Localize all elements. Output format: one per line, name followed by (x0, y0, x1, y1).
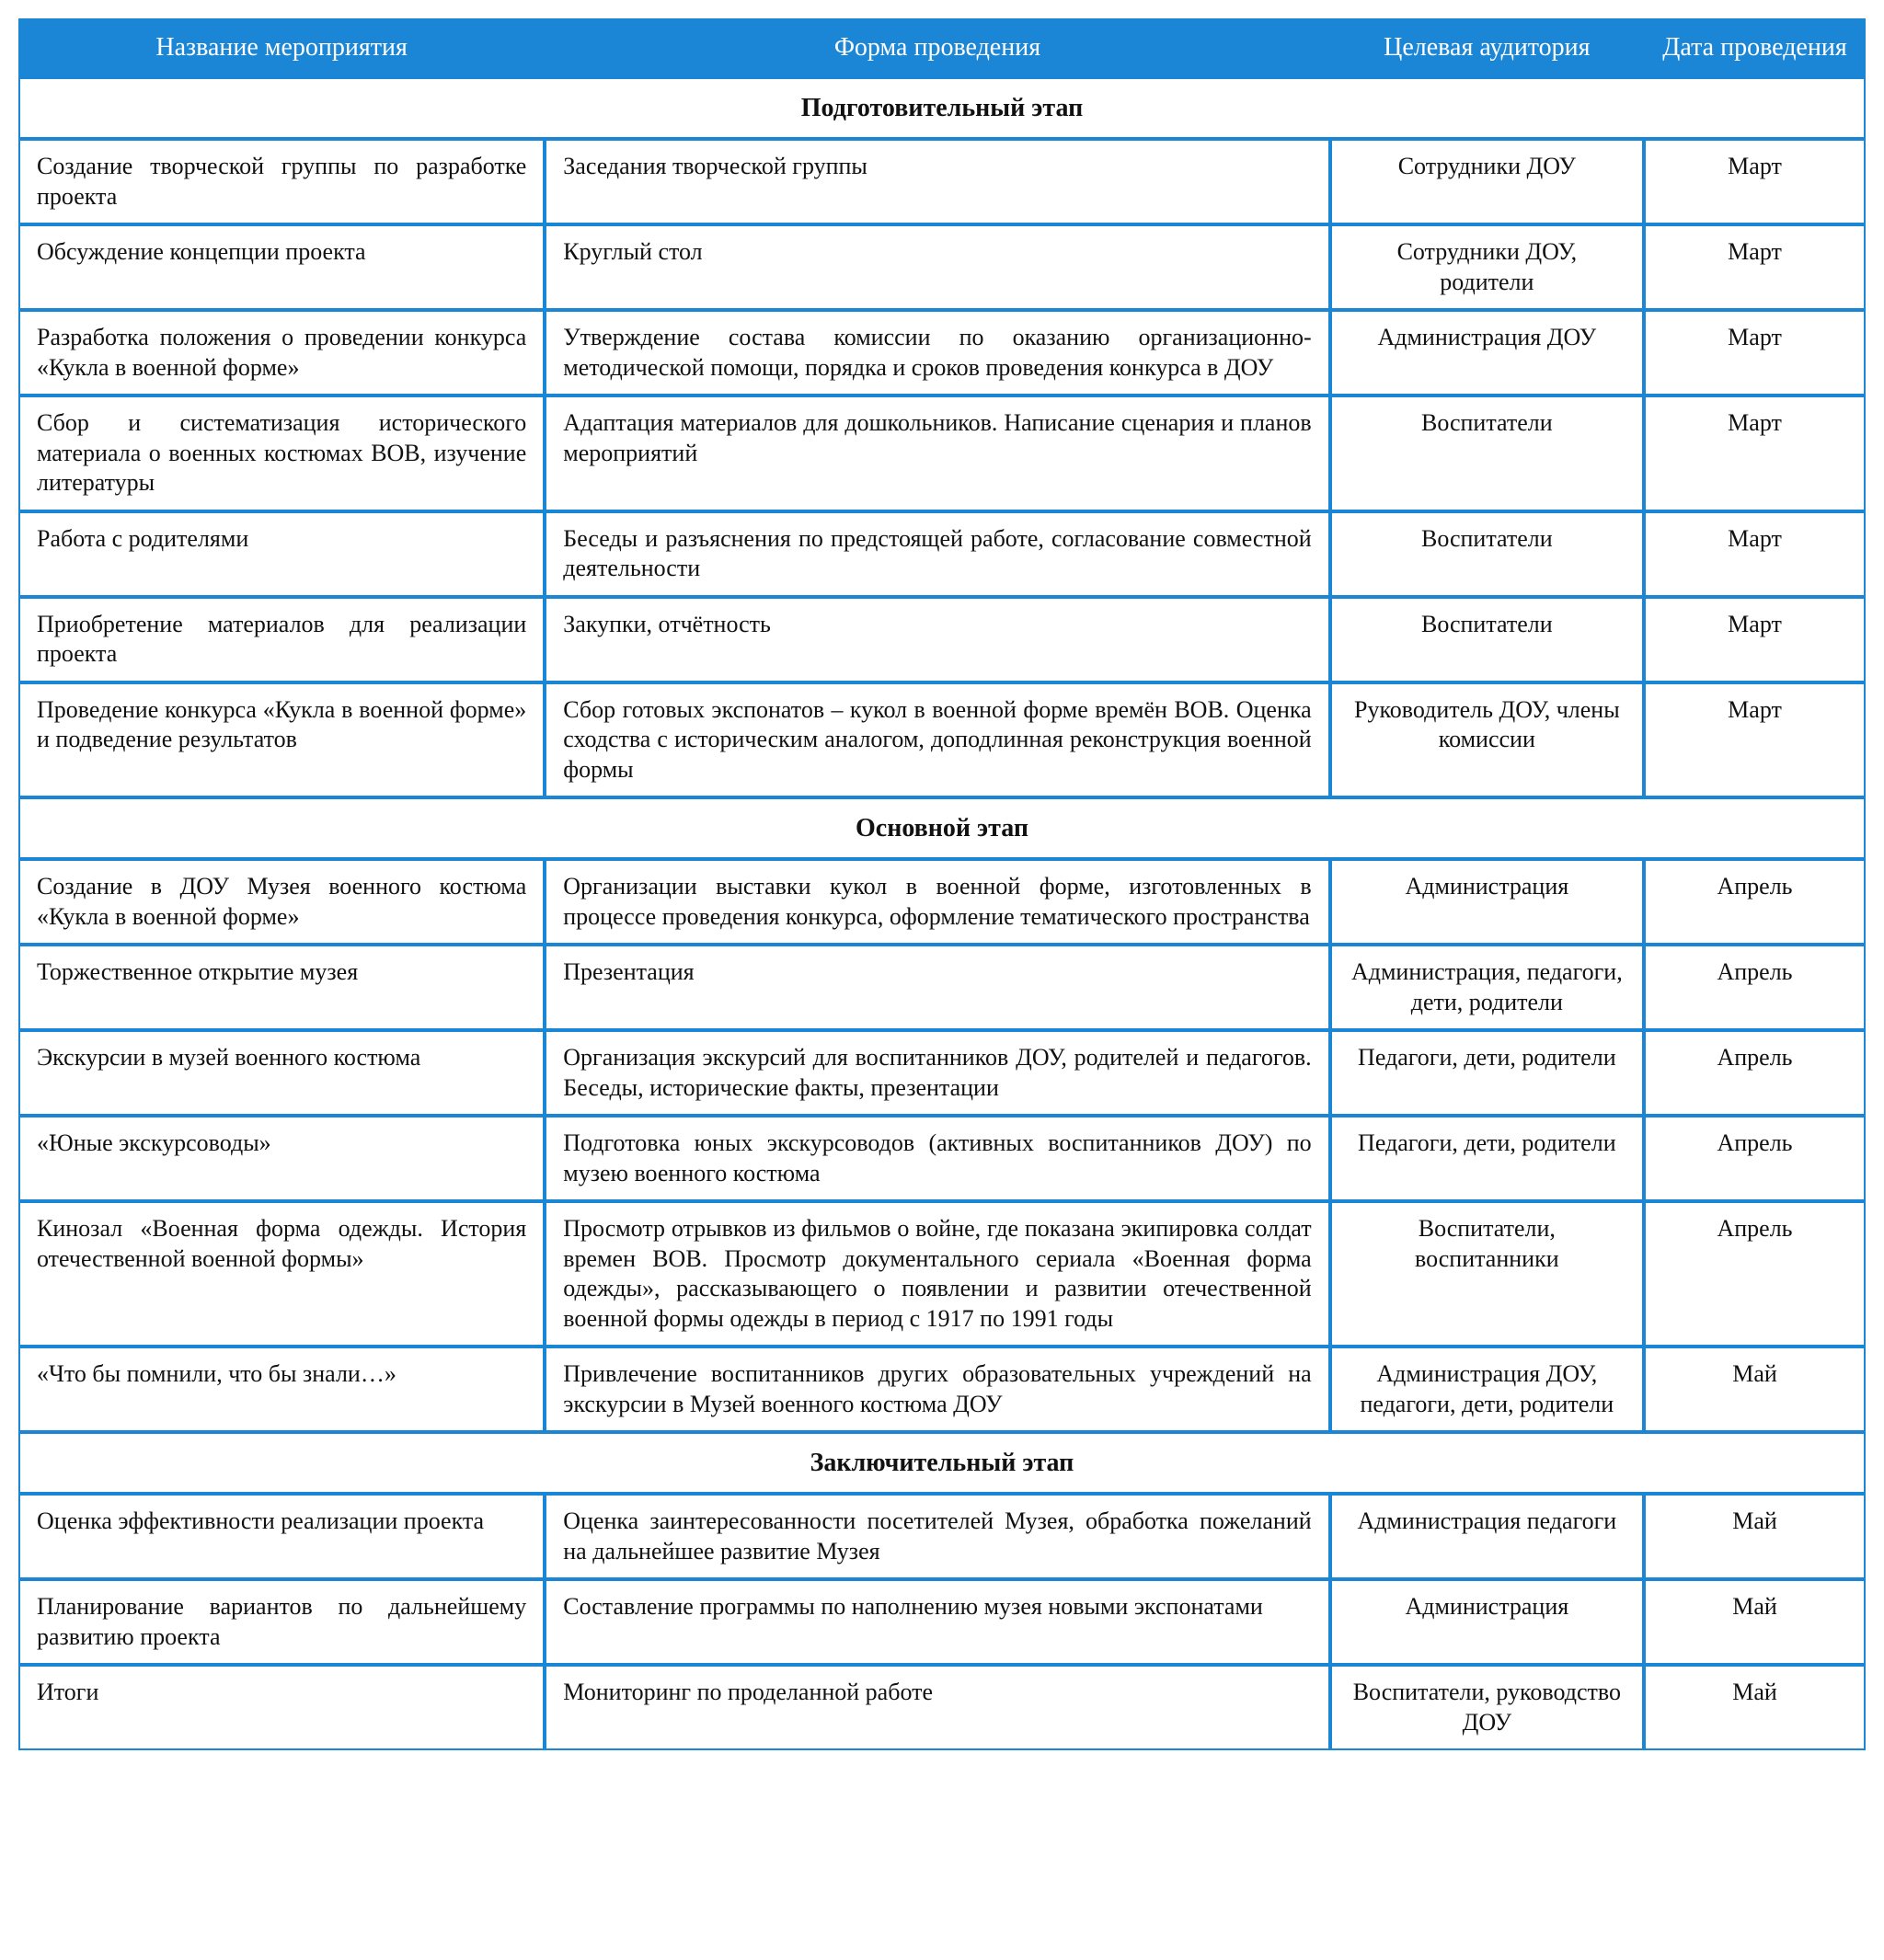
table-row: Приобретение материалов для реализации п… (18, 597, 1866, 682)
cell-date: Март (1644, 224, 1866, 310)
cell-date: Май (1644, 1665, 1866, 1750)
events-table-wrapper: Название мероприятия Форма проведения Це… (18, 18, 1866, 1750)
section-heading: Заключительный этап (18, 1432, 1866, 1494)
cell-form: Презентация (545, 945, 1329, 1030)
cell-name: Проведение конкурса «Кукла в военной фор… (18, 682, 545, 798)
table-row: Создание в ДОУ Музея военного костюма «К… (18, 859, 1866, 945)
cell-audience: Педагоги, дети, родители (1330, 1030, 1644, 1116)
col-header-date: Дата проведения (1644, 18, 1866, 77)
cell-name: Оценка эффективности реализации проекта (18, 1494, 545, 1579)
cell-form: Организация экскурсий для воспитанников … (545, 1030, 1329, 1116)
cell-audience: Сотрудники ДОУ (1330, 139, 1644, 224)
cell-date: Март (1644, 682, 1866, 798)
table-row: Обсуждение концепции проекта Круглый сто… (18, 224, 1866, 310)
cell-form: Закупки, отчётность (545, 597, 1329, 682)
table-row: Оценка эффективности реализации проектаО… (18, 1494, 1866, 1579)
cell-name: «Юные экскурсоводы» (18, 1116, 545, 1201)
table-row: ИтогиМониторинг по проделанной работеВос… (18, 1665, 1866, 1750)
cell-name: Планирование вариантов по дальнейшему ра… (18, 1579, 545, 1665)
cell-name: Торжественное открытие музея (18, 945, 545, 1030)
cell-date: Май (1644, 1579, 1866, 1665)
cell-form: Привлечение воспитанников других образов… (545, 1347, 1329, 1432)
cell-date: Март (1644, 310, 1866, 395)
cell-date: Апрель (1644, 1030, 1866, 1116)
section-heading-row: Основной этап (18, 797, 1866, 859)
cell-audience: Воспитатели (1330, 511, 1644, 597)
events-table: Название мероприятия Форма проведения Це… (18, 18, 1866, 1750)
col-header-form: Форма проведения (545, 18, 1329, 77)
cell-form: Оценка заинтересованности посетителей Му… (545, 1494, 1329, 1579)
cell-audience: Воспитатели (1330, 395, 1644, 511)
section-heading-row: Заключительный этап (18, 1432, 1866, 1494)
cell-form: Круглый стол (545, 224, 1329, 310)
cell-audience: Администрация (1330, 859, 1644, 945)
cell-form: Утверждение состава комиссии по оказанию… (545, 310, 1329, 395)
cell-audience: Сотрудники ДОУ, родители (1330, 224, 1644, 310)
cell-date: Апрель (1644, 945, 1866, 1030)
section-heading-row: Подготовительный этап (18, 77, 1866, 139)
table-row: Проведение конкурса «Кукла в военной фор… (18, 682, 1866, 798)
cell-form: Подготовка юных экскурсоводов (активных … (545, 1116, 1329, 1201)
cell-audience: Администрация педагоги (1330, 1494, 1644, 1579)
cell-date: Март (1644, 395, 1866, 511)
cell-form: Адаптация материалов для дошкольников. Н… (545, 395, 1329, 511)
table-row: Экскурсии в музей военного костюмаОргани… (18, 1030, 1866, 1116)
cell-name: «Что бы помнили, что бы знали…» (18, 1347, 545, 1432)
cell-name: Итоги (18, 1665, 545, 1750)
cell-date: Май (1644, 1347, 1866, 1432)
cell-audience: Администрация ДОУ, педагоги, дети, родит… (1330, 1347, 1644, 1432)
cell-name: Работа с родителями (18, 511, 545, 597)
cell-name: Разработка положения о проведении конкур… (18, 310, 545, 395)
table-row: «Что бы помнили, что бы знали…»Привлечен… (18, 1347, 1866, 1432)
col-header-audience: Целевая аудитория (1330, 18, 1644, 77)
cell-date: Апрель (1644, 859, 1866, 945)
section-heading: Подготовительный этап (18, 77, 1866, 139)
cell-audience: Воспитатели, воспитанники (1330, 1201, 1644, 1347)
table-row: Торжественное открытие музеяПрезентацияА… (18, 945, 1866, 1030)
section-heading: Основной этап (18, 797, 1866, 859)
cell-name: Создание творческой группы по разработке… (18, 139, 545, 224)
cell-date: Март (1644, 597, 1866, 682)
cell-form: Организации выставки кукол в военной фор… (545, 859, 1329, 945)
cell-audience: Администрация, педагоги, дети, родители (1330, 945, 1644, 1030)
cell-name: Сбор и систематизация исторического мате… (18, 395, 545, 511)
table-row: Планирование вариантов по дальнейшему ра… (18, 1579, 1866, 1665)
cell-name: Кинозал «Военная форма одежды. История о… (18, 1201, 545, 1347)
cell-audience: Воспитатели, руководство ДОУ (1330, 1665, 1644, 1750)
cell-name: Создание в ДОУ Музея военного костюма «К… (18, 859, 545, 945)
table-row: Работа с родителямиБеседы и разъяснения … (18, 511, 1866, 597)
table-row: Создание творческой группы по разработке… (18, 139, 1866, 224)
cell-name: Приобретение материалов для реализации п… (18, 597, 545, 682)
table-row: Сбор и систематизация исторического мате… (18, 395, 1866, 511)
cell-form: Мониторинг по проделанной работе (545, 1665, 1329, 1750)
cell-form: Беседы и разъяснения по предстоящей рабо… (545, 511, 1329, 597)
col-header-name: Название мероприятия (18, 18, 545, 77)
cell-date: Апрель (1644, 1116, 1866, 1201)
cell-name: Обсуждение концепции проекта (18, 224, 545, 310)
cell-audience: Воспитатели (1330, 597, 1644, 682)
cell-date: Апрель (1644, 1201, 1866, 1347)
cell-form: Составление программы по наполнению музе… (545, 1579, 1329, 1665)
cell-form: Просмотр отрывков из фильмов о войне, гд… (545, 1201, 1329, 1347)
cell-form: Сбор готовых экспонатов – кукол в военно… (545, 682, 1329, 798)
cell-audience: Руководитель ДОУ, члены комиссии (1330, 682, 1644, 798)
table-row: Разработка положения о проведении конкур… (18, 310, 1866, 395)
table-row: «Юные экскурсоводы»Подготовка юных экску… (18, 1116, 1866, 1201)
cell-form: Заседания творческой группы (545, 139, 1329, 224)
cell-audience: Администрация ДОУ (1330, 310, 1644, 395)
table-row: Кинозал «Военная форма одежды. История о… (18, 1201, 1866, 1347)
cell-date: Май (1644, 1494, 1866, 1579)
cell-name: Экскурсии в музей военного костюма (18, 1030, 545, 1116)
cell-audience: Администрация (1330, 1579, 1644, 1665)
cell-date: Март (1644, 511, 1866, 597)
table-header-row: Название мероприятия Форма проведения Це… (18, 18, 1866, 77)
cell-date: Март (1644, 139, 1866, 224)
cell-audience: Педагоги, дети, родители (1330, 1116, 1644, 1201)
